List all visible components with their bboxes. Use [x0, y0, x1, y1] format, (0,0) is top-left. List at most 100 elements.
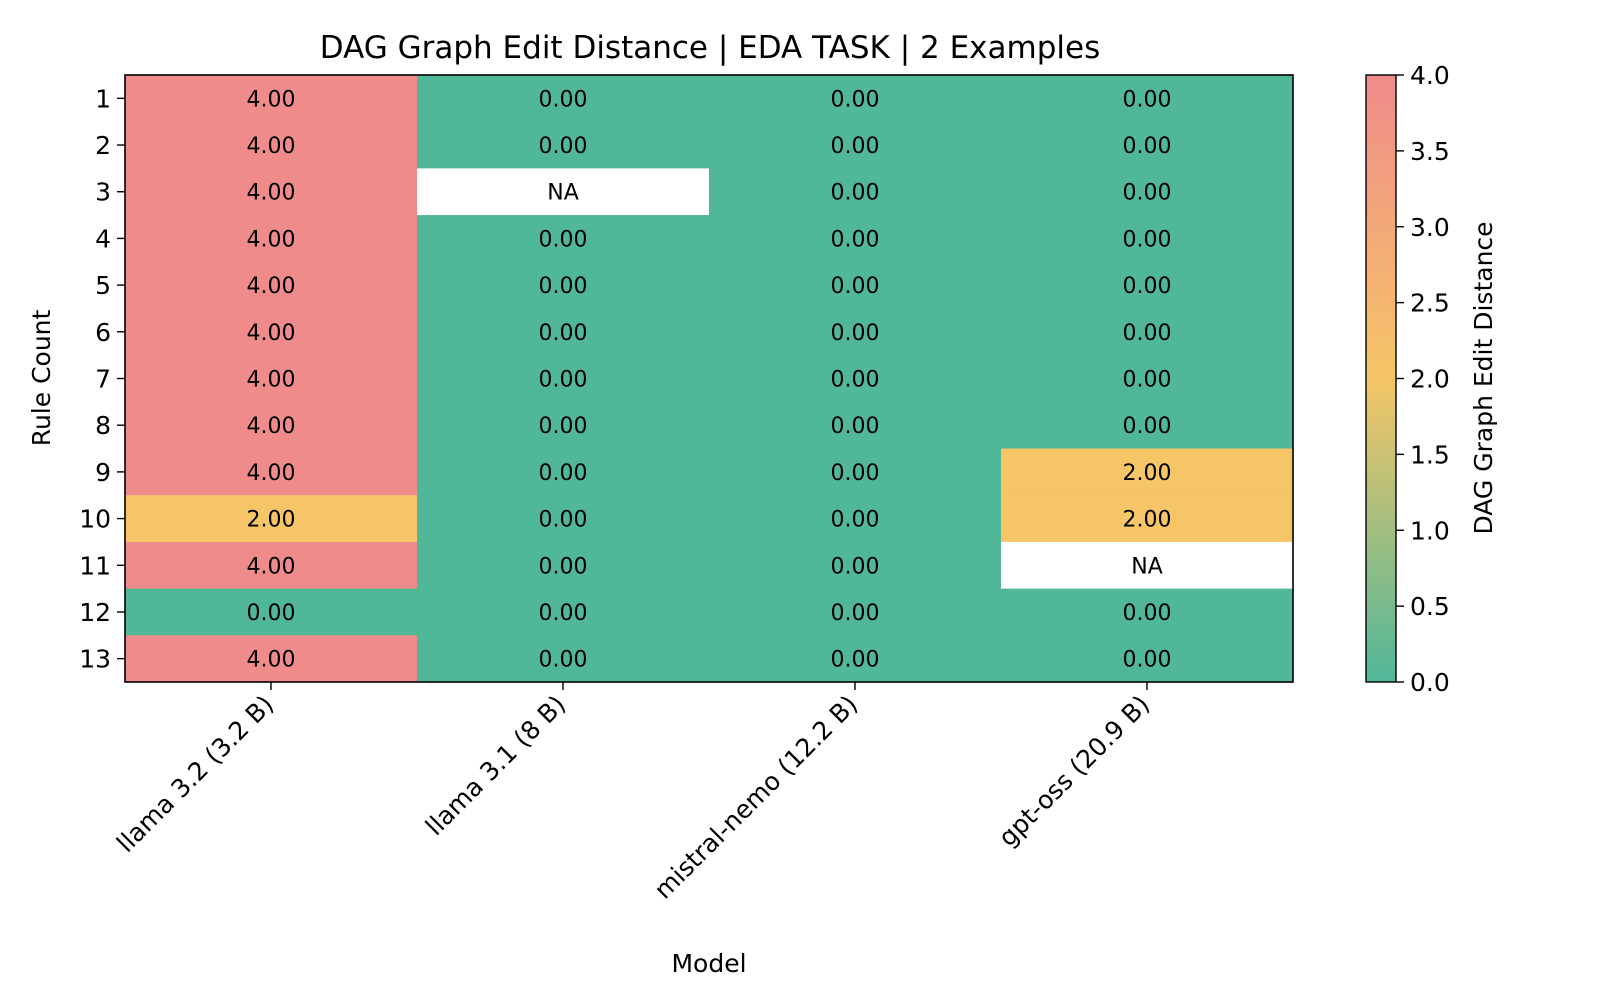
heatmap-cell	[709, 635, 1002, 683]
heatmap-cell	[417, 541, 710, 590]
heatmap-cell	[709, 588, 1002, 636]
cell-value-label: 2.00	[1123, 461, 1172, 486]
heatmap-cell	[709, 75, 1002, 123]
heatmap-cell	[709, 495, 1002, 543]
heatmap-cell	[417, 588, 710, 636]
cell-value-label: 4.00	[247, 648, 296, 673]
heatmap-cell	[125, 495, 418, 543]
heatmap-cell	[1001, 448, 1294, 496]
colorbar-tick-label: 2.5	[1410, 289, 1450, 318]
cell-value-label: 0.00	[539, 134, 588, 159]
heatmap-cell	[1001, 541, 1294, 590]
cell-value-label: 4.00	[247, 134, 296, 159]
heatmap-cell	[1001, 635, 1294, 683]
heatmap-cell	[417, 261, 710, 309]
colorbar-tick-label: 2.0	[1410, 365, 1450, 394]
heatmap-cell	[1001, 261, 1294, 309]
x-tick-label: mistral-nemo (12.2 B)	[648, 690, 863, 905]
cell-value-label: 0.00	[539, 87, 588, 112]
heatmap-cell	[417, 121, 710, 169]
heatmap-cell	[1001, 401, 1294, 450]
cell-value-label: 0.00	[831, 554, 880, 579]
cell-value-label: 0.00	[1123, 274, 1172, 299]
y-tick-label: 8	[95, 411, 111, 440]
y-tick-label: 10	[79, 505, 111, 534]
cell-value-label: 0.00	[539, 648, 588, 673]
cell-value-label: 2.00	[1123, 508, 1172, 533]
heatmap-cell	[1001, 121, 1294, 169]
heatmap-cell	[1001, 75, 1294, 123]
y-tick-label: 12	[79, 598, 111, 627]
cell-value-label: 0.00	[539, 508, 588, 533]
heatmap-cell	[125, 215, 418, 263]
cell-value-label: 0.00	[831, 508, 880, 533]
heatmap-cell	[1001, 355, 1294, 403]
cell-value-label: 0.00	[1123, 181, 1172, 206]
heatmap-cell	[709, 355, 1002, 403]
cell-value-label: 2.00	[247, 508, 296, 533]
heatmap-cell	[709, 261, 1002, 309]
y-tick-label: 11	[79, 551, 111, 580]
colorbar-tick-label: 3.5	[1410, 137, 1450, 166]
heatmap-cell	[709, 401, 1002, 450]
cell-value-label: 0.00	[1123, 648, 1172, 673]
heatmap-cell	[709, 541, 1002, 590]
cell-value-label: 4.00	[247, 461, 296, 486]
cell-value-label: 0.00	[831, 368, 880, 393]
heatmap-cell	[125, 355, 418, 403]
cell-value-label: 4.00	[247, 414, 296, 439]
heatmap-cell	[1001, 215, 1294, 263]
heatmap-cell	[417, 401, 710, 450]
heatmap-cell	[125, 635, 418, 683]
x-axis-label: Model	[671, 949, 746, 978]
chart-title: DAG Graph Edit Distance | EDA TASK | 2 E…	[320, 30, 1100, 66]
heatmap-cell	[417, 215, 710, 263]
colorbar-tick-label: 4.0	[1410, 61, 1450, 90]
y-tick-label: 5	[95, 271, 111, 300]
x-tick-label: gpt-oss (20.9 B)	[993, 690, 1155, 852]
heatmap-cell	[125, 168, 418, 216]
cell-value-label: 0.00	[539, 554, 588, 579]
heatmap-cell	[1001, 495, 1294, 543]
heatmap-cell	[125, 588, 418, 636]
heatmap-cell	[125, 261, 418, 309]
cell-value-label: 4.00	[247, 274, 296, 299]
heatmap-cell	[709, 121, 1002, 169]
heatmap-cell	[709, 448, 1002, 496]
heatmap-cell	[417, 308, 710, 356]
cell-value-label: 0.00	[831, 134, 880, 159]
cell-value-label: 0.00	[1123, 134, 1172, 159]
cell-value-label: 0.00	[539, 274, 588, 299]
cell-value-label: 0.00	[1123, 414, 1172, 439]
cell-value-label: 0.00	[539, 461, 588, 486]
cell-value-label: 4.00	[247, 87, 296, 112]
cell-value-label: 0.00	[1123, 321, 1172, 346]
cell-value-label: 0.00	[539, 321, 588, 346]
x-tick-label: llama 3.2 (3.2 B)	[111, 690, 279, 858]
heatmap-cell	[1001, 588, 1294, 636]
heatmap-cell	[709, 168, 1002, 216]
cell-value-label: 0.00	[539, 601, 588, 626]
heatmap-cell	[125, 308, 418, 356]
cell-value-label: 0.00	[539, 414, 588, 439]
y-tick-label: 7	[95, 365, 111, 394]
heatmap-cells	[125, 75, 1294, 683]
heatmap-cell	[125, 448, 418, 496]
heatmap-cell	[417, 635, 710, 683]
cell-value-label: 4.00	[247, 554, 296, 579]
heatmap-cell	[709, 215, 1002, 263]
cell-value-label: 0.00	[247, 601, 296, 626]
cell-value-label: 0.00	[1123, 227, 1172, 252]
cell-value-label: 0.00	[539, 227, 588, 252]
heatmap-cell	[1001, 308, 1294, 356]
y-axis-label: Rule Count	[27, 309, 56, 446]
colorbar-ticks: 0.0 0.5 1.0 1.5 2.0 2.5 3.0 3.5 4.0	[1396, 61, 1450, 697]
cell-value-label: 0.00	[831, 274, 880, 299]
y-tick-label: 1	[95, 84, 111, 113]
x-tick-label: llama 3.1 (8 B)	[420, 690, 571, 841]
cell-value-label: 0.00	[831, 227, 880, 252]
cell-value-label: 0.00	[831, 321, 880, 346]
colorbar-tick-label: 0.5	[1410, 592, 1450, 621]
